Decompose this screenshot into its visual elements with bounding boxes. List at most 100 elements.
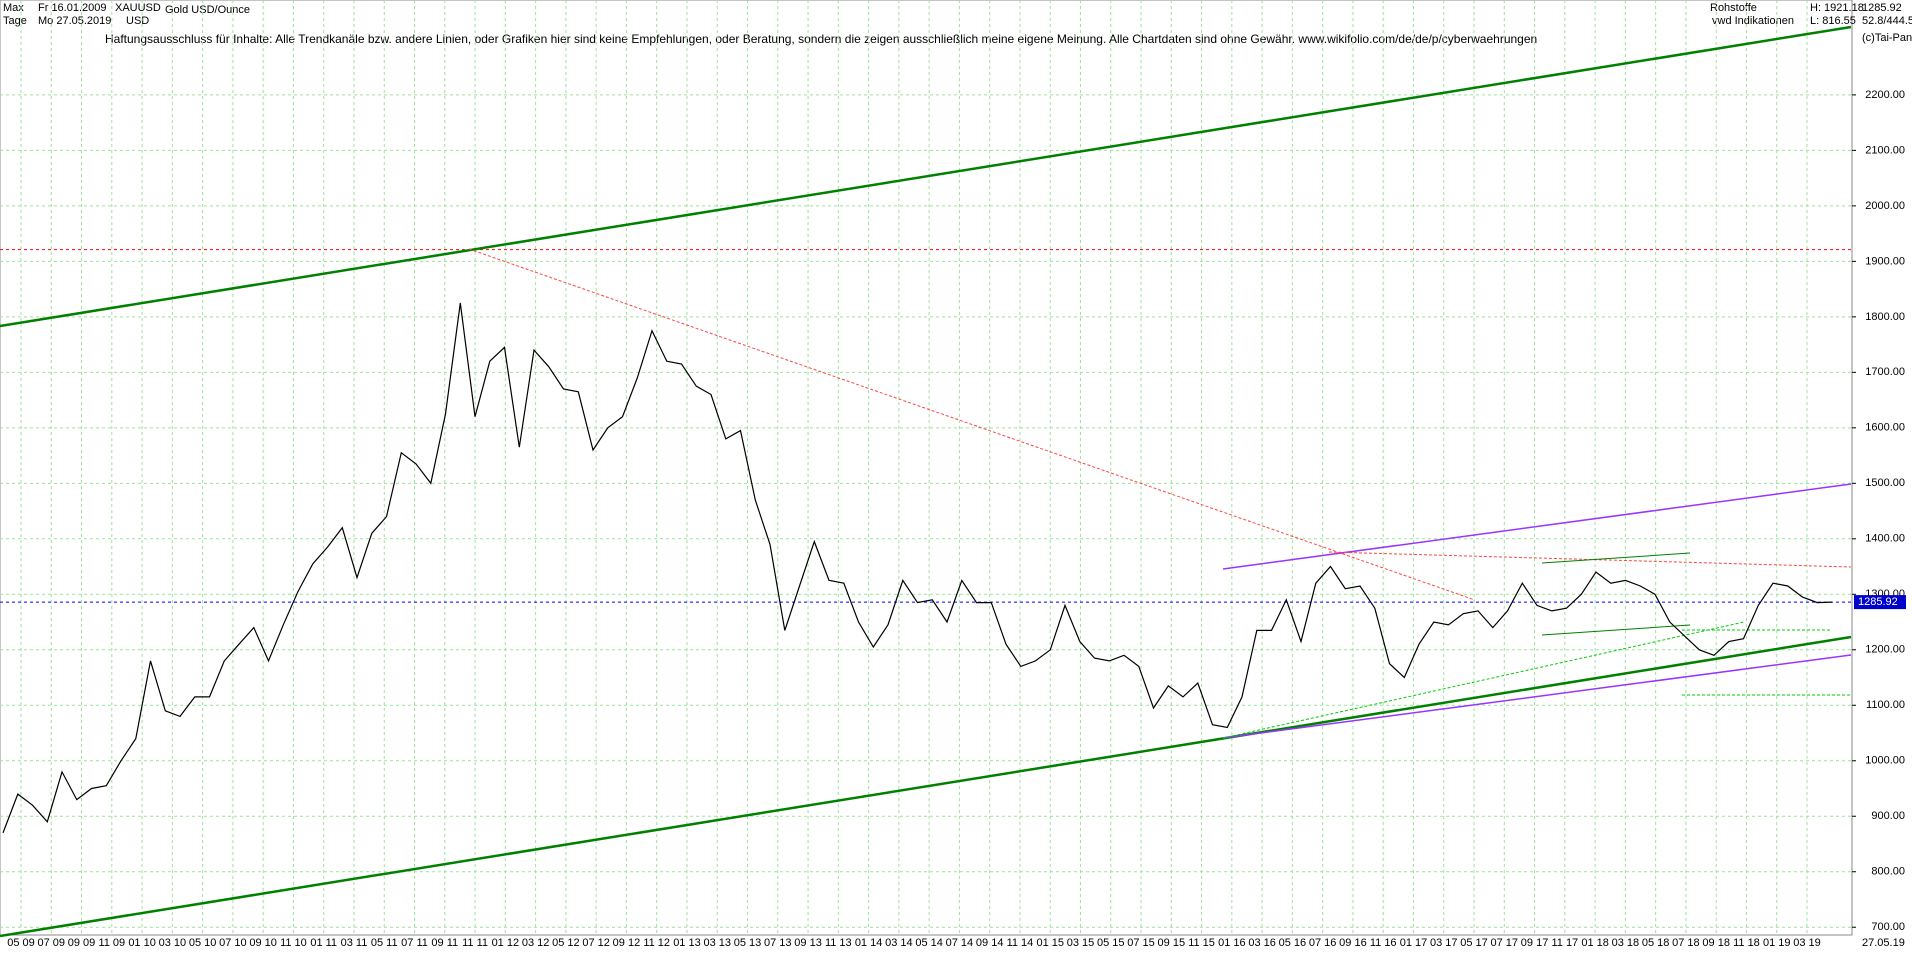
- currency: USD: [126, 15, 149, 27]
- x-tick-label: 07 15: [1127, 937, 1155, 949]
- y-tick-label: 800.00: [1871, 866, 1905, 878]
- x-tick-label: 09 09: [68, 937, 96, 949]
- y-tick-label: 700.00: [1871, 921, 1905, 933]
- start-date: Fr 16.01.2009: [38, 2, 107, 14]
- x-tick-label: 09 11: [431, 937, 458, 949]
- x-tick-label: 03 19: [1793, 937, 1821, 949]
- x-tick-label: 01 19: [1763, 937, 1791, 949]
- grid: [0, 0, 1852, 935]
- x-tick-label: 03 17: [1430, 937, 1458, 949]
- x-tick-label: 07 10: [219, 937, 247, 949]
- end-date: Mo 27.05.2019: [38, 15, 111, 27]
- x-tick-label: 09 13: [794, 937, 822, 949]
- trendline: [1222, 621, 1745, 739]
- y-tick-label: 2100.00: [1865, 144, 1905, 156]
- x-tick-label: 03 18: [1612, 937, 1640, 949]
- trendline: [0, 635, 1852, 938]
- y-tick-label: 900.00: [1871, 810, 1905, 822]
- x-tick-label: 11 14: [1007, 937, 1034, 949]
- x-tick-label: 05 17: [1460, 937, 1488, 949]
- x-tick-label: 09 10: [249, 937, 277, 949]
- copyright: (c)Tai-Pan: [1862, 32, 1912, 44]
- x-tick-label: 07 12: [582, 937, 610, 949]
- y-tick-label: 1000.00: [1865, 755, 1905, 767]
- current-label: 1285.92: [1858, 596, 1898, 608]
- x-tick-label: 01 10: [128, 937, 156, 949]
- trendline: [1222, 483, 1852, 570]
- x-tick-label: 05 09: [7, 937, 35, 949]
- low-label: L: 816.55: [1810, 15, 1856, 27]
- trendline: [1541, 552, 1691, 564]
- x-tick-label: 07 11: [401, 937, 428, 949]
- x-tick-label: 09 16: [1339, 937, 1367, 949]
- x-tick-label: 05 15: [1097, 937, 1125, 949]
- x-tick-label: 07 18: [1672, 937, 1700, 949]
- y-tick-label: 2200.00: [1865, 89, 1905, 101]
- x-tick-label: 07 13: [764, 937, 792, 949]
- x-tick-label: 03 10: [159, 937, 187, 949]
- x-tick-label: 11 15: [1188, 937, 1215, 949]
- x-tick-label: 05 12: [552, 937, 580, 949]
- price-line: [2, 302, 1833, 834]
- x-tick-label: 05 16: [1279, 937, 1307, 949]
- instrument: Gold USD/Ounce: [165, 4, 250, 16]
- y-tick-label: 1200.00: [1865, 644, 1905, 656]
- x-tick-label: 09 12: [613, 937, 641, 949]
- plot-area: [0, 0, 1853, 936]
- x-tick-label: 03 11: [341, 937, 368, 949]
- source: vwd Indikationen: [1712, 15, 1794, 27]
- x-tick-label: 05 13: [734, 937, 762, 949]
- trendline: [0, 25, 1852, 328]
- x-tick-label: 05 10: [189, 937, 217, 949]
- x-tick-label: 01 15: [1036, 937, 1064, 949]
- x-tick-label: 05 11: [371, 937, 398, 949]
- x-tick-label: 01 16: [1218, 937, 1246, 949]
- x-tick-label: 11 10: [280, 937, 307, 949]
- x-tick-label: 03 16: [1248, 937, 1276, 949]
- last-top: 1285.92: [1862, 2, 1902, 14]
- current-box: [1854, 595, 1906, 610]
- y-tick-label: 1800.00: [1865, 311, 1905, 323]
- scale-info: 52.8/444.5: [1862, 15, 1912, 27]
- x-tick-label: 07 14: [946, 937, 974, 949]
- disclaimer: Haftungsausschluss für Inhalte: Alle Tre…: [105, 32, 1537, 46]
- y-tick-label: 1100.00: [1866, 699, 1905, 711]
- x-tick-label: 11 16: [1370, 937, 1397, 949]
- x-tick-label: 05 18: [1642, 937, 1670, 949]
- symbol: XAUUSD: [115, 2, 161, 14]
- x-tick-label: 03 13: [703, 937, 731, 949]
- x-tick-label: 07 16: [1309, 937, 1337, 949]
- trendline: [1541, 624, 1691, 636]
- y-tick-label: 1700.00: [1865, 366, 1905, 378]
- x-tick-label: 01 18: [1581, 937, 1609, 949]
- x-tick-label: 09 18: [1702, 937, 1730, 949]
- x-tick-label: 11 17: [1551, 937, 1578, 949]
- x-tick-label: 07 17: [1491, 937, 1519, 949]
- x-tick-label: 11 11: [462, 937, 488, 949]
- trendline: [468, 248, 1476, 601]
- x-tick-label: 11 13: [825, 937, 852, 949]
- y-tick-label: 1500.00: [1865, 477, 1905, 489]
- x-tick-label: 03 15: [1067, 937, 1095, 949]
- marks: [2, 302, 1833, 834]
- x-tick-label: 11 09: [98, 937, 125, 949]
- x-tick-label: 03 14: [885, 937, 913, 949]
- range[interactable]: Max: [3, 2, 24, 14]
- x-tick-label: 07 09: [38, 937, 66, 949]
- period[interactable]: Tage: [3, 15, 27, 27]
- y-tick-label: 1900.00: [1865, 255, 1905, 267]
- x-tick-label: 05 14: [915, 937, 943, 949]
- x-tick-label: 11 12: [643, 937, 670, 949]
- trendlines: [0, 25, 1852, 938]
- trendline: [1222, 654, 1852, 739]
- x-tick-label: 01 13: [673, 937, 701, 949]
- x-tick-label: 09 14: [976, 937, 1004, 949]
- x-tick-label: 11 18: [1733, 937, 1760, 949]
- x-tick-label: 01 12: [492, 937, 520, 949]
- x-tick-label: 09 17: [1521, 937, 1549, 949]
- x-tick-label: 03 12: [522, 937, 550, 949]
- x-tick-label: 01 11: [310, 937, 337, 949]
- x-tick-label: 01 17: [1400, 937, 1428, 949]
- y-tick-label: 1400.00: [1865, 533, 1905, 545]
